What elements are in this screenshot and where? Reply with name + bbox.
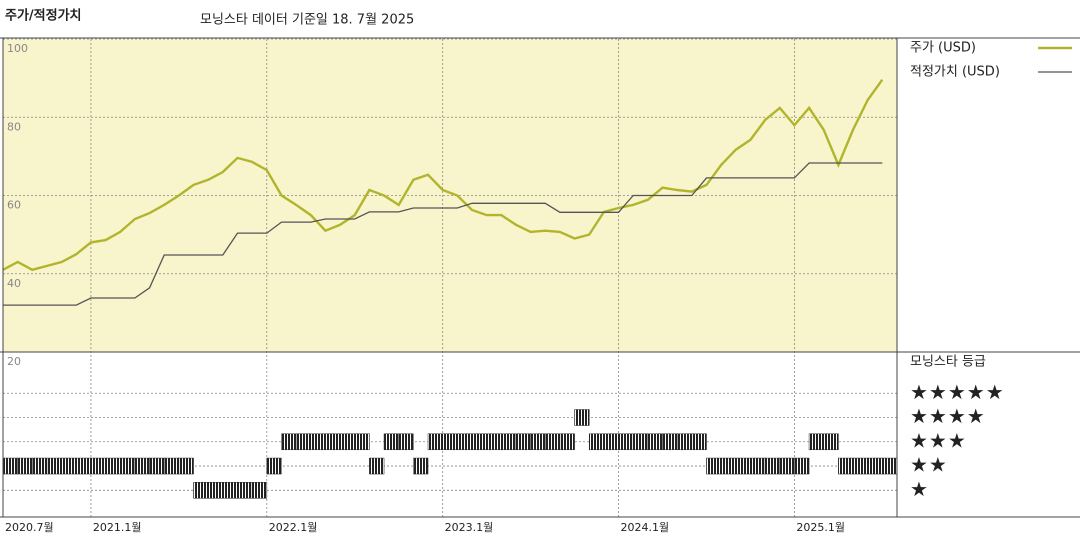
rating-block — [193, 482, 209, 499]
rating-block — [295, 433, 312, 451]
rating-block — [105, 457, 121, 475]
y-tick-label: 20 — [7, 355, 21, 368]
series-line — [3, 162, 883, 306]
rating-block — [530, 433, 546, 451]
rating-block — [838, 457, 854, 475]
series-line — [2, 78, 884, 272]
y-tick-label: 40 — [7, 277, 21, 290]
rating-block — [369, 457, 385, 475]
rating-block — [691, 433, 707, 451]
rating-block — [76, 457, 92, 475]
rating-block — [266, 457, 282, 475]
rating-block — [398, 433, 414, 451]
rating-block — [281, 433, 297, 451]
rating-block — [676, 433, 693, 451]
marks — [2, 78, 898, 499]
rating-block — [515, 433, 531, 451]
rating-block — [32, 457, 48, 475]
rating-label: ★★★★★ — [910, 380, 1005, 404]
rating-block — [764, 457, 781, 475]
legend-label: 적정가치 (USD) — [910, 65, 1000, 80]
rating-block — [442, 433, 458, 451]
legend-label: 주가 (USD) — [910, 41, 976, 56]
rating-block — [310, 433, 326, 451]
rating-block — [237, 482, 253, 499]
x-tick-label: 2023.1월 — [445, 521, 494, 534]
rating-block — [163, 457, 180, 475]
x-tick-label: 2022.1월 — [269, 521, 318, 534]
rating-block — [413, 457, 429, 475]
rating-block — [779, 457, 795, 475]
rating-block — [486, 433, 502, 451]
rating-block — [354, 433, 370, 451]
rating-block — [178, 457, 194, 475]
rating-block — [61, 457, 77, 475]
rating-block — [882, 457, 898, 475]
rating-label: ★★★ — [910, 428, 967, 452]
rating-block — [574, 409, 590, 426]
rating-block — [383, 433, 399, 451]
rating-block — [222, 482, 238, 499]
rating-label: ★ — [910, 477, 929, 501]
rating-block — [501, 433, 517, 451]
rating-block — [457, 433, 473, 451]
plot-background — [3, 39, 897, 352]
rating-label: ★★ — [910, 453, 948, 477]
x-tick-label: 2021.1월 — [93, 521, 142, 534]
rating-block — [662, 433, 678, 451]
rating-block — [794, 457, 810, 475]
rating-block — [427, 433, 443, 451]
rating-block — [852, 457, 868, 475]
rating-block — [706, 457, 722, 475]
rating-block — [867, 457, 883, 475]
rating-block — [149, 457, 165, 475]
chart-title: 주가/적정가치 — [5, 8, 82, 24]
rating-block — [618, 433, 634, 451]
rating-block — [325, 433, 341, 451]
y-tick-label: 60 — [7, 199, 21, 212]
rating-block — [17, 457, 33, 475]
rating-block — [339, 433, 355, 451]
y-tick-label: 100 — [7, 42, 28, 55]
chart-subtitle: 모닝스타 데이터 기준일 18. 7월 2025 — [200, 13, 414, 28]
rating-block — [545, 433, 561, 451]
rating-block — [632, 433, 649, 451]
rating-block — [588, 433, 605, 451]
rating-block — [471, 433, 487, 451]
rating-block — [559, 433, 575, 451]
rating-block — [46, 457, 62, 475]
rating-block — [251, 482, 268, 499]
rating-block — [90, 457, 106, 475]
y-tick-label: 80 — [7, 120, 21, 133]
x-tick-label: 2020.7월 — [5, 521, 54, 534]
rating-title: 모닝스타 등급 — [910, 355, 986, 370]
rating-block — [119, 457, 136, 475]
rating-block — [823, 433, 839, 451]
rating-block — [2, 457, 18, 475]
rating-block — [603, 433, 619, 451]
rating-block — [207, 482, 224, 499]
rating-block — [808, 433, 824, 451]
rating-block — [134, 457, 150, 475]
rating-label: ★★★★ — [910, 404, 986, 428]
x-tick-label: 2024.1월 — [621, 521, 670, 534]
rating-block — [735, 457, 751, 475]
rating-block — [720, 457, 737, 475]
rating-block — [647, 433, 663, 451]
rating-block — [750, 457, 766, 475]
x-tick-label: 2025.1월 — [796, 521, 845, 534]
